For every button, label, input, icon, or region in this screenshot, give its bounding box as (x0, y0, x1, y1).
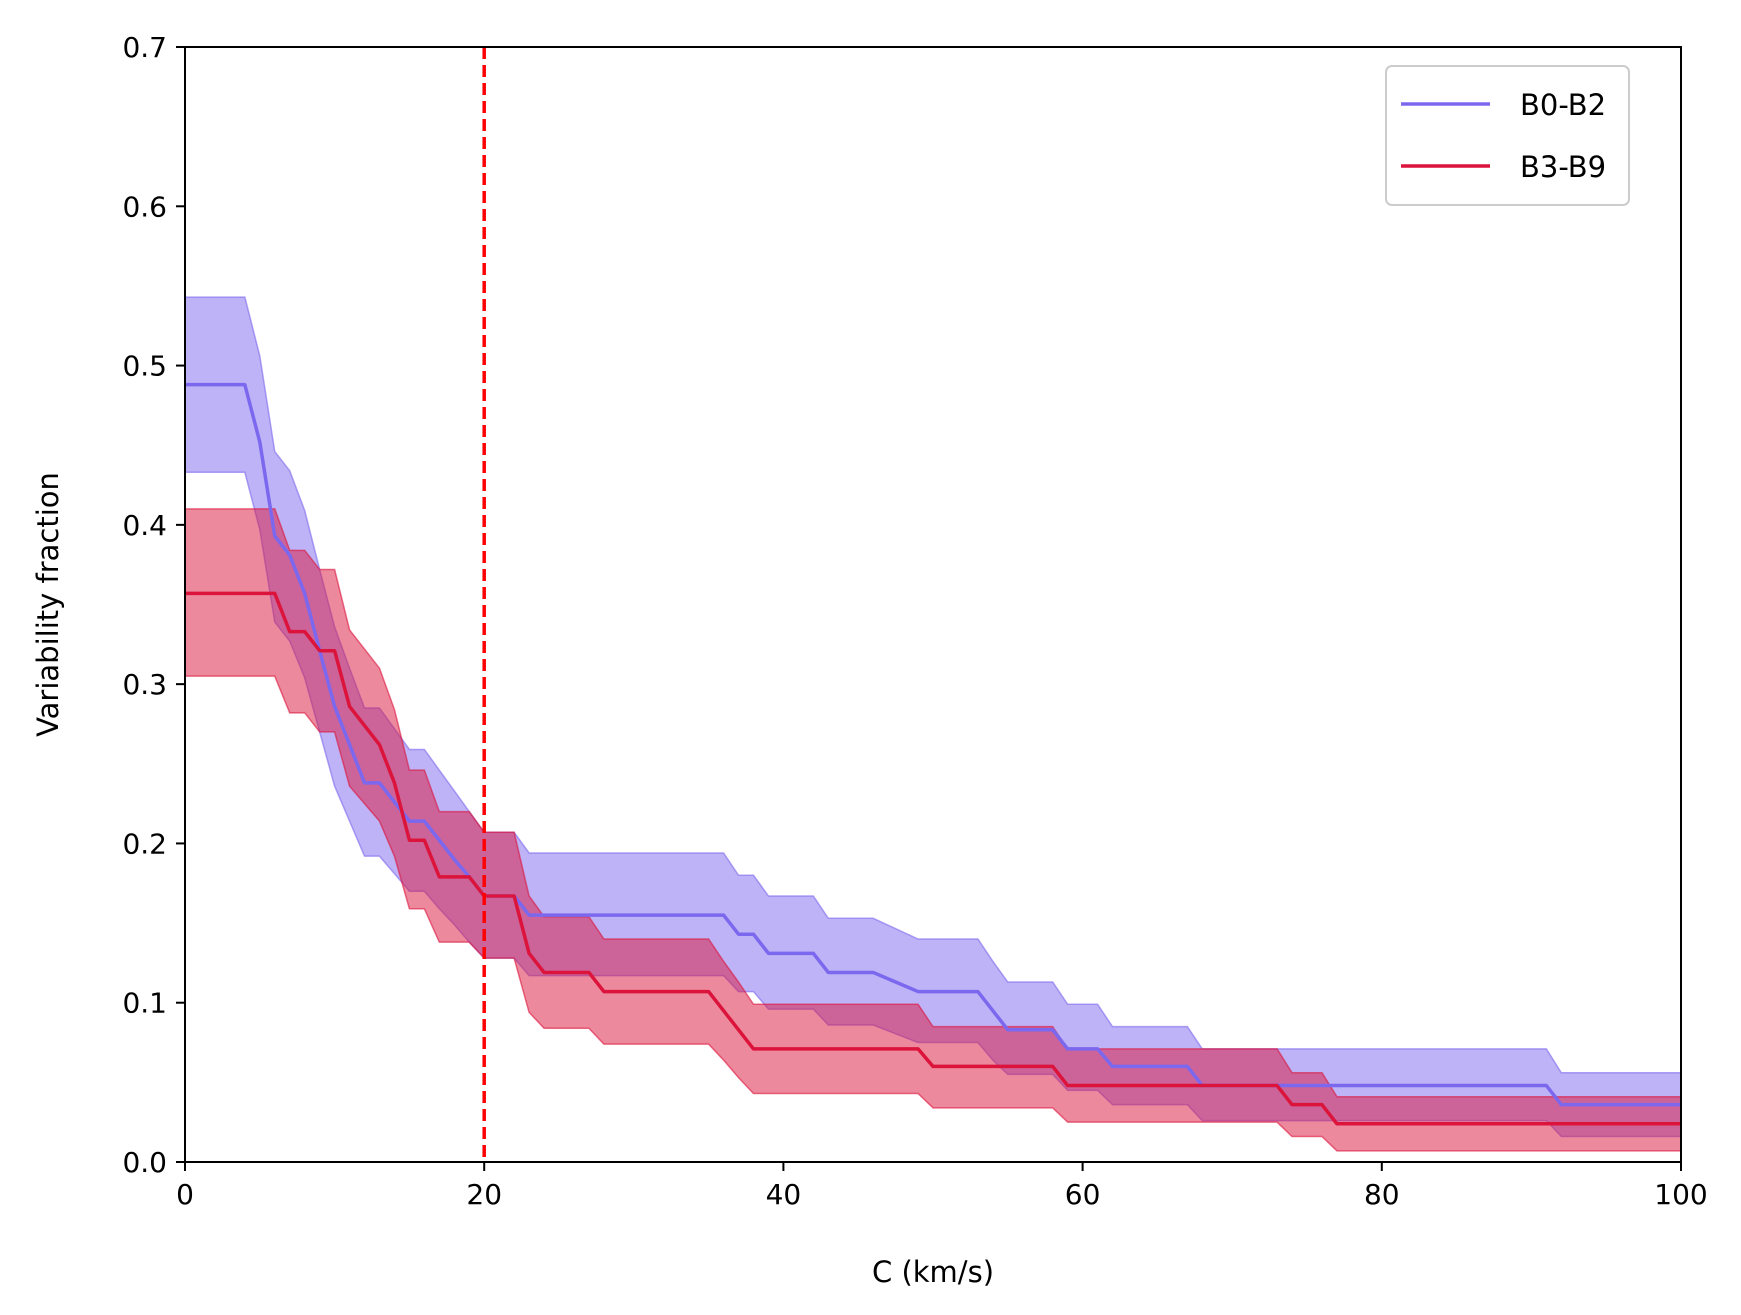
axes-frame (184, 46, 1682, 1163)
y-tick-label: 0.3 (122, 668, 167, 701)
x-axis-label: C (km/s) (872, 1255, 994, 1289)
x-tick-label: 60 (1065, 1178, 1101, 1211)
y-tick-label: 0.5 (122, 350, 167, 383)
x-tick-label: 20 (466, 1178, 502, 1211)
x-tick-label: 0 (176, 1178, 194, 1211)
y-tick-label: 0.4 (122, 509, 167, 542)
y-tick-label: 0.6 (122, 190, 167, 223)
x-axis: 0 20 40 60 80 100 (176, 1162, 1708, 1211)
x-tick-label: 80 (1364, 1178, 1400, 1211)
plot-area (184, 46, 1682, 1163)
legend: B0-B2 B3-B9 (1385, 65, 1630, 206)
legend-label: B0-B2 (1520, 88, 1606, 122)
y-axis: 0.0 0.1 0.2 0.3 0.4 0.5 0.6 0.7 (122, 31, 185, 1179)
x-tick-label: 100 (1654, 1178, 1707, 1211)
y-axis-label: Variability fraction (31, 472, 65, 737)
y-tick-label: 0.7 (122, 31, 167, 64)
x-tick-label: 40 (766, 1178, 802, 1211)
series-line-b3-b9 (185, 591, 1681, 1126)
y-tick-label: 0.1 (122, 987, 167, 1020)
legend-label: B3-B9 (1520, 150, 1606, 184)
band-b0-b2 (184, 296, 1682, 1138)
y-tick-label: 0.2 (122, 827, 167, 860)
y-tick-label: 0.0 (122, 1146, 167, 1179)
series-line-b0-b2 (185, 382, 1681, 1107)
legend-box (1385, 65, 1630, 206)
